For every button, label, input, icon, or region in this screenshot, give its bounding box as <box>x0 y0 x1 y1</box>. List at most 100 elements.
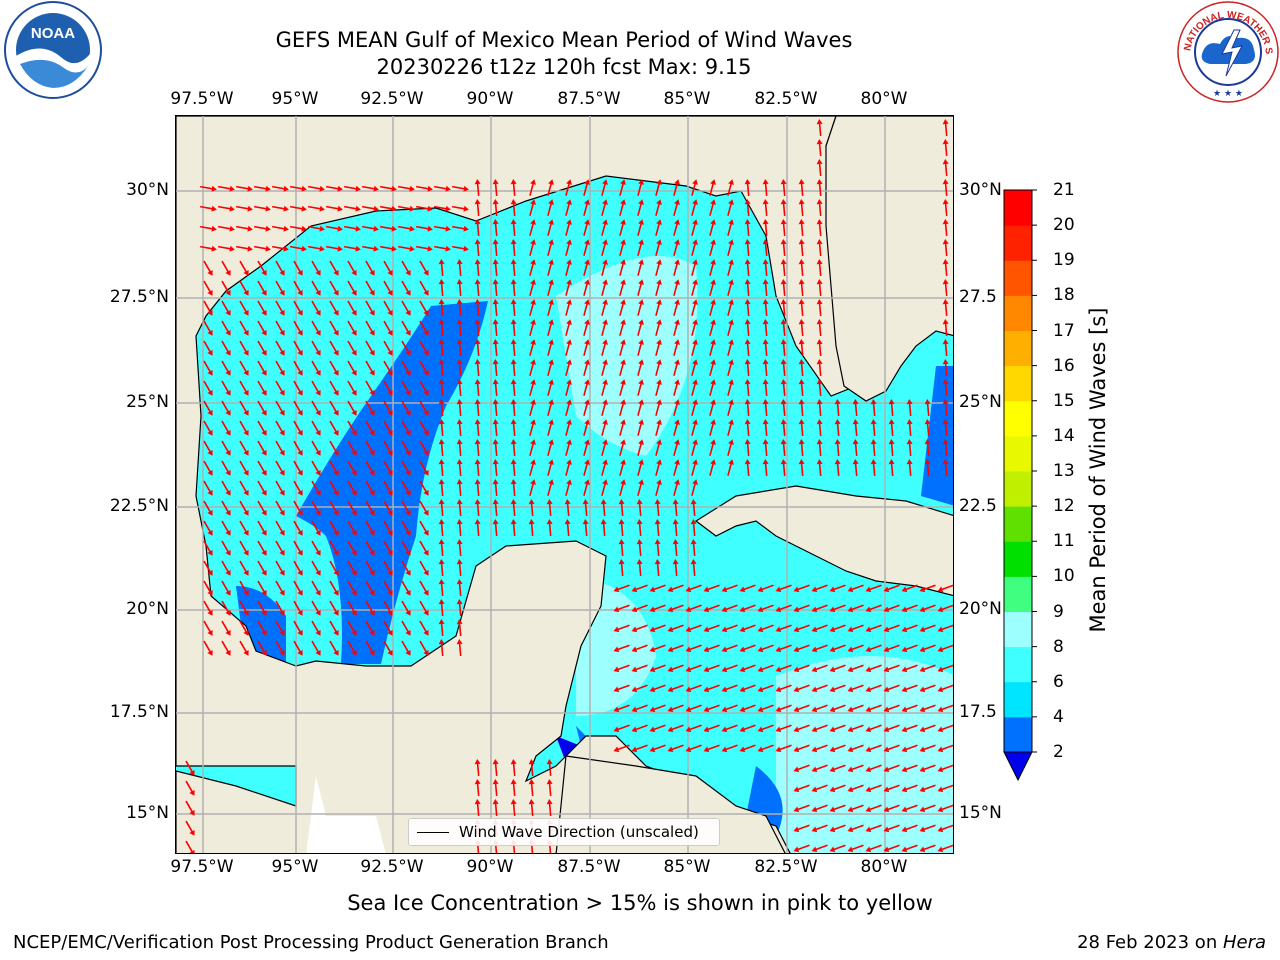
left-lat-label: 17.5°N <box>109 702 169 722</box>
wind-arrow <box>474 339 481 357</box>
wind-arrow <box>727 199 734 216</box>
wind-arrow <box>275 580 285 596</box>
colorbar-bin <box>1004 506 1032 542</box>
wind-arrow <box>347 460 357 476</box>
wind-arrow <box>709 439 716 456</box>
wind-arrow <box>780 199 787 217</box>
wind-arrow <box>847 704 864 713</box>
wind-arrow <box>709 219 716 236</box>
wind-arrow <box>775 664 792 673</box>
wind-arrow <box>780 339 787 357</box>
wind-arrow <box>547 419 554 436</box>
wind-arrow <box>474 379 481 397</box>
wind-arrow <box>492 399 499 417</box>
wind-arrow <box>709 299 716 316</box>
wind-arrow <box>289 225 307 232</box>
wind-arrow <box>600 499 607 517</box>
wind-arrow <box>474 759 481 777</box>
wind-arrow <box>583 359 590 376</box>
wind-arrow <box>865 724 882 733</box>
wind-arrow <box>203 340 213 356</box>
wind-arrow <box>883 844 900 853</box>
colorbar <box>1003 189 1037 782</box>
wind-arrow <box>744 299 751 317</box>
wind-arrow <box>456 559 463 577</box>
wind-arrow <box>942 299 949 317</box>
wind-arrow <box>691 459 698 476</box>
wind-arrow <box>691 319 698 336</box>
wind-arrow <box>613 584 630 593</box>
wind-arrow <box>883 804 900 813</box>
wind-arrow <box>311 280 321 296</box>
wind-arrow <box>744 399 751 417</box>
wind-arrow <box>744 279 751 297</box>
wind-arrow <box>343 185 361 192</box>
wind-arrow <box>451 225 469 232</box>
wind-arrow <box>492 779 499 797</box>
wind-arrow <box>649 644 666 653</box>
wind-arrow <box>565 479 572 496</box>
wind-arrow <box>419 560 429 576</box>
wind-arrow <box>275 380 285 396</box>
wind-arrow <box>474 399 481 417</box>
wind-arrow <box>870 459 877 477</box>
wind-arrow <box>365 320 375 336</box>
wind-arrow <box>456 339 463 357</box>
wind-arrow <box>852 419 859 437</box>
right-lat-label: 20°N <box>959 599 1002 619</box>
wind-arrow <box>347 500 357 516</box>
wind-arrow <box>329 260 339 276</box>
top-lon-label: 90°W <box>466 89 514 109</box>
wind-arrow <box>401 480 411 496</box>
wind-arrow <box>691 239 698 256</box>
colorbar-bin <box>1004 471 1032 507</box>
wind-arrow <box>203 320 213 336</box>
wind-arrow <box>601 259 608 276</box>
wind-arrow <box>883 824 900 833</box>
wind-arrow <box>721 624 738 633</box>
wind-arrow <box>293 360 303 376</box>
wind-arrow <box>834 459 841 477</box>
wind-arrow <box>383 540 393 556</box>
wind-arrow <box>793 624 810 633</box>
wind-arrow <box>419 420 429 436</box>
wind-arrow <box>383 300 393 316</box>
wind-arrow <box>203 460 213 476</box>
wind-arrow <box>703 724 720 733</box>
colorbar-bin <box>1004 225 1032 261</box>
wind-arrow <box>919 704 936 713</box>
wind-arrow <box>474 279 481 297</box>
wind-arrow <box>474 779 481 797</box>
wind-arrow <box>438 419 445 437</box>
wind-arrow <box>347 360 357 376</box>
wind-arrow <box>727 179 734 196</box>
wind-arrow <box>601 419 608 436</box>
wind-arrow <box>727 419 734 436</box>
wind-arrow <box>919 684 936 693</box>
wind-arrow <box>383 560 393 576</box>
wind-arrow <box>253 205 271 212</box>
wind-arrow <box>203 640 213 656</box>
wind-arrow <box>419 380 429 396</box>
wind-arrow <box>257 540 267 556</box>
wind-arrow <box>942 179 949 197</box>
wind-arrow <box>775 604 792 613</box>
wind-arrow <box>547 199 554 216</box>
wind-arrow <box>329 280 339 296</box>
wind-arrow <box>419 520 429 536</box>
wind-arrow <box>311 420 321 436</box>
wind-arrow <box>293 260 303 276</box>
wind-arrow <box>529 379 536 396</box>
wind-arrow <box>474 259 481 277</box>
wind-arrow <box>383 440 393 456</box>
wind-arrow <box>667 604 684 613</box>
wind-arrow <box>816 339 823 357</box>
wind-arrow <box>510 299 517 317</box>
wind-arrow <box>811 584 828 593</box>
wind-arrow <box>637 199 644 216</box>
wind-arrow <box>329 460 339 476</box>
wind-arrow <box>631 684 648 693</box>
wind-arrow <box>672 539 679 557</box>
wind-arrow <box>655 419 662 436</box>
wind-arrow <box>780 319 787 337</box>
